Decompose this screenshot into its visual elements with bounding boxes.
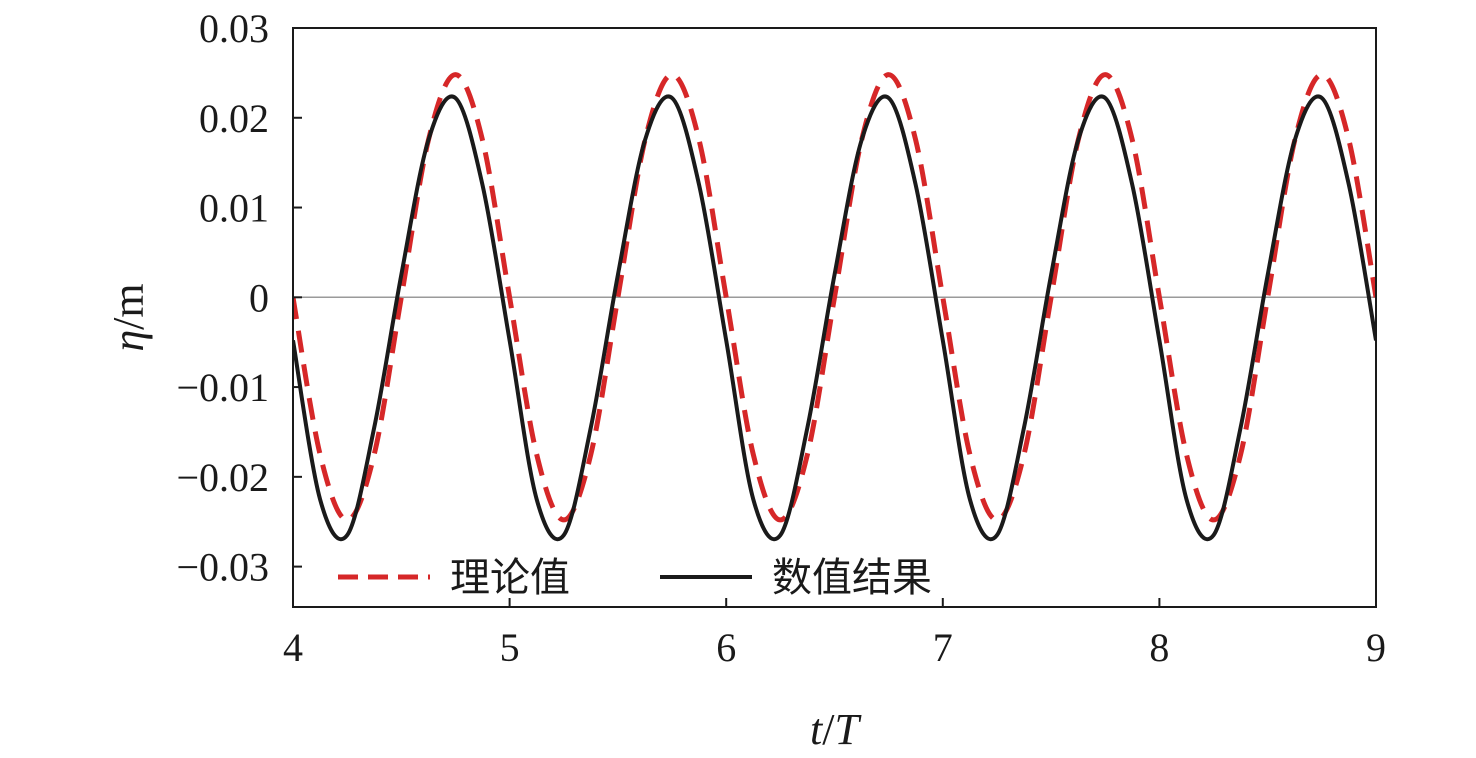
- x-axis-label: t/T: [810, 705, 862, 754]
- y-axis-ticks: 0.03 0.02 0.01 0 −0.01 −0.02 −0.03: [176, 6, 302, 590]
- y-tick-label: 0.01: [199, 186, 269, 231]
- y-axis-label: η/m: [104, 283, 153, 351]
- legend-label-numerical: 数值结果: [772, 555, 932, 601]
- plot-frame: [292, 27, 1377, 608]
- x-tick-label: 8: [1149, 625, 1169, 670]
- legend: 理论值 数值结果: [338, 555, 932, 601]
- y-tick-label: 0.02: [199, 96, 269, 141]
- x-tick-label: 4: [283, 625, 303, 670]
- series-line-numerical: [293, 94, 1376, 542]
- series-line-theory: [293, 72, 1376, 523]
- x-axis-ticks: 4 5 6 7 8 9: [283, 598, 1386, 670]
- x-tick-label: 5: [500, 625, 520, 670]
- y-tick-label: −0.01: [176, 365, 269, 410]
- y-tick-label: 0.03: [199, 6, 269, 51]
- legend-label-theory: 理论值: [450, 555, 570, 601]
- x-tick-label: 7: [933, 625, 953, 670]
- y-tick-label: −0.02: [176, 455, 269, 500]
- x-tick-label: 6: [716, 625, 736, 670]
- y-tick-label: −0.03: [176, 545, 269, 590]
- series-layer: [293, 72, 1376, 542]
- y-tick-label: 0: [249, 275, 269, 320]
- x-tick-label: 9: [1366, 625, 1386, 670]
